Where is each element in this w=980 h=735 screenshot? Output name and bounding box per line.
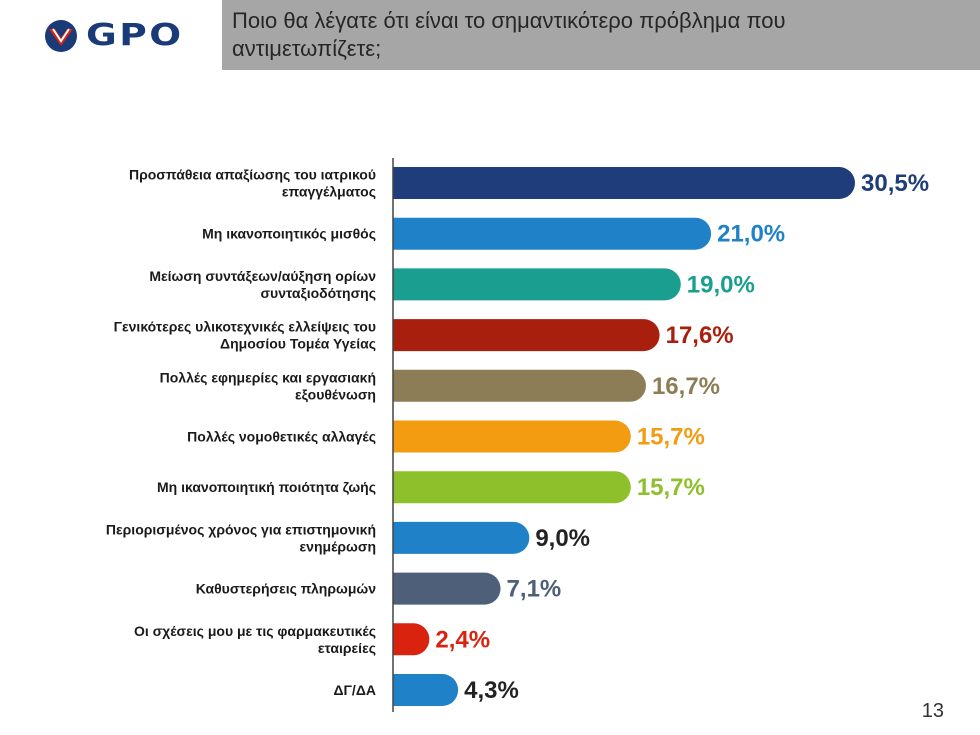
bar (393, 471, 631, 504)
category-label: Μείωση συντάξεων/αύξηση ορίων συνταξιοδότ… (149, 268, 376, 301)
category-label: Πολλές νομοθετικές αλλαγές (187, 429, 376, 445)
bar (393, 674, 459, 706)
bar (393, 268, 681, 301)
value-label: 2,4% (435, 626, 490, 653)
value-label: 21,0% (717, 221, 785, 248)
value-label: 15,7% (637, 424, 705, 451)
page-number: 13 (921, 700, 944, 722)
bar (393, 521, 530, 554)
bar (393, 572, 501, 605)
value-label: 15,7% (637, 474, 705, 501)
title-bar: Ποιο θα λέγατε ότι είναι το σημαντικότερ… (222, 0, 980, 70)
bar (393, 217, 712, 250)
bar (393, 319, 660, 352)
category-label: Περιορισμένος χρόνος για επιστημονική ενη… (106, 521, 376, 554)
category-label: Προσπάθεια απαξίωσης του ιατρικού επαγγέλ… (129, 167, 376, 200)
gpo-logo: GPO (44, 18, 181, 53)
value-label: 19,0% (687, 271, 755, 298)
bar (393, 623, 430, 656)
category-label: Μη ικανοποιητική ποιότητα ζωής (157, 479, 376, 495)
value-label: 30,5% (861, 170, 929, 197)
page-title: Ποιο θα λέγατε ότι είναι το σημαντικότερ… (232, 8, 786, 61)
value-label: 16,7% (652, 373, 720, 400)
bar (393, 167, 855, 199)
category-label: Μη ικανοποιητικός μισθός (202, 226, 376, 242)
brand-name: GPO (86, 18, 184, 53)
category-label: Καθυστερήσεις πληρωμών (196, 581, 376, 597)
value-label: 4,3% (464, 677, 519, 704)
bar (393, 369, 646, 402)
value-label: 17,6% (666, 322, 734, 349)
bar (393, 420, 631, 453)
category-label: Πολλές εφημερίες και εργασιακή εξουθένωση (160, 369, 376, 402)
category-label: Γενικότερες υλικοτεχνικές ελλείψεις του Δ… (114, 319, 376, 352)
value-label: 7,1% (507, 576, 562, 603)
logo-mark-icon (45, 19, 77, 52)
category-label: ΔΓ/ΔΑ (333, 682, 376, 698)
category-label: Οι σχέσεις μου με τις φαρμακευτικές εταιρ… (134, 623, 376, 656)
value-label: 9,0% (535, 525, 590, 552)
